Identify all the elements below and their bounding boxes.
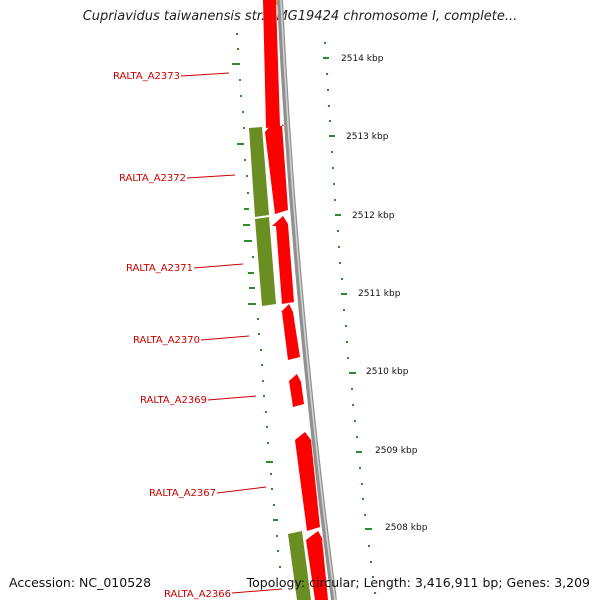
gene-forward-a2370 [281,304,300,360]
gene-reverse-a2371 [255,217,276,306]
gene-label: RALTA_A2372 [119,173,186,184]
ruler-tick-label: 2514 kbp [341,54,384,64]
gene-reverse-a2366 [288,531,311,600]
accession-text: Accession: NC_010528 [9,575,152,590]
inner-gc-track [232,33,281,568]
gene-forward-a2367 [295,432,320,531]
ruler-tick-label: 2510 kbp [366,367,409,377]
gene-reverse-a2372 [249,127,269,217]
gene-label: RALTA_A2369 [140,395,207,406]
gene-forward-a2372 [265,124,288,214]
gene-label: RALTA_A2371 [126,263,193,274]
gene-label-leaders [180,72,283,594]
gene-forward-a2371 [272,216,294,304]
ruler-tick-label: 2512 kbp [352,211,395,221]
ruler-labels: 2514 kbp 2513 kbp 2512 kbp 2511 kbp 2510… [341,54,428,533]
ruler-tick-label: 2513 kbp [346,132,389,142]
forward-strand-genes[interactable] [263,0,328,600]
reverse-strand-genes[interactable] [249,127,311,600]
ruler-tick-label: 2511 kbp [358,289,401,299]
ruler-tick-label: 2509 kbp [375,446,418,456]
gene-label: RALTA_A2373 [113,71,180,82]
gene-forward-a2366 [306,531,328,600]
gene-label: RALTA_A2366 [164,589,231,600]
genome-backbone [277,0,337,600]
outer-gc-track [323,42,376,594]
gene-label: RALTA_A2370 [133,335,200,346]
gene-labels[interactable]: RALTA_A2373 RALTA_A2372 RALTA_A2371 RALT… [113,71,231,600]
gene-forward-a2369 [289,374,304,407]
gene-forward-a2373 [263,0,280,128]
map-title: Cupriavidus taiwanensis str. LMG19424 ch… [82,9,518,24]
gene-label: RALTA_A2367 [149,488,216,499]
topology-text: Topology: circular; Length: 3,416,911 bp… [246,575,590,590]
ruler-tick-label: 2508 kbp [385,523,428,533]
